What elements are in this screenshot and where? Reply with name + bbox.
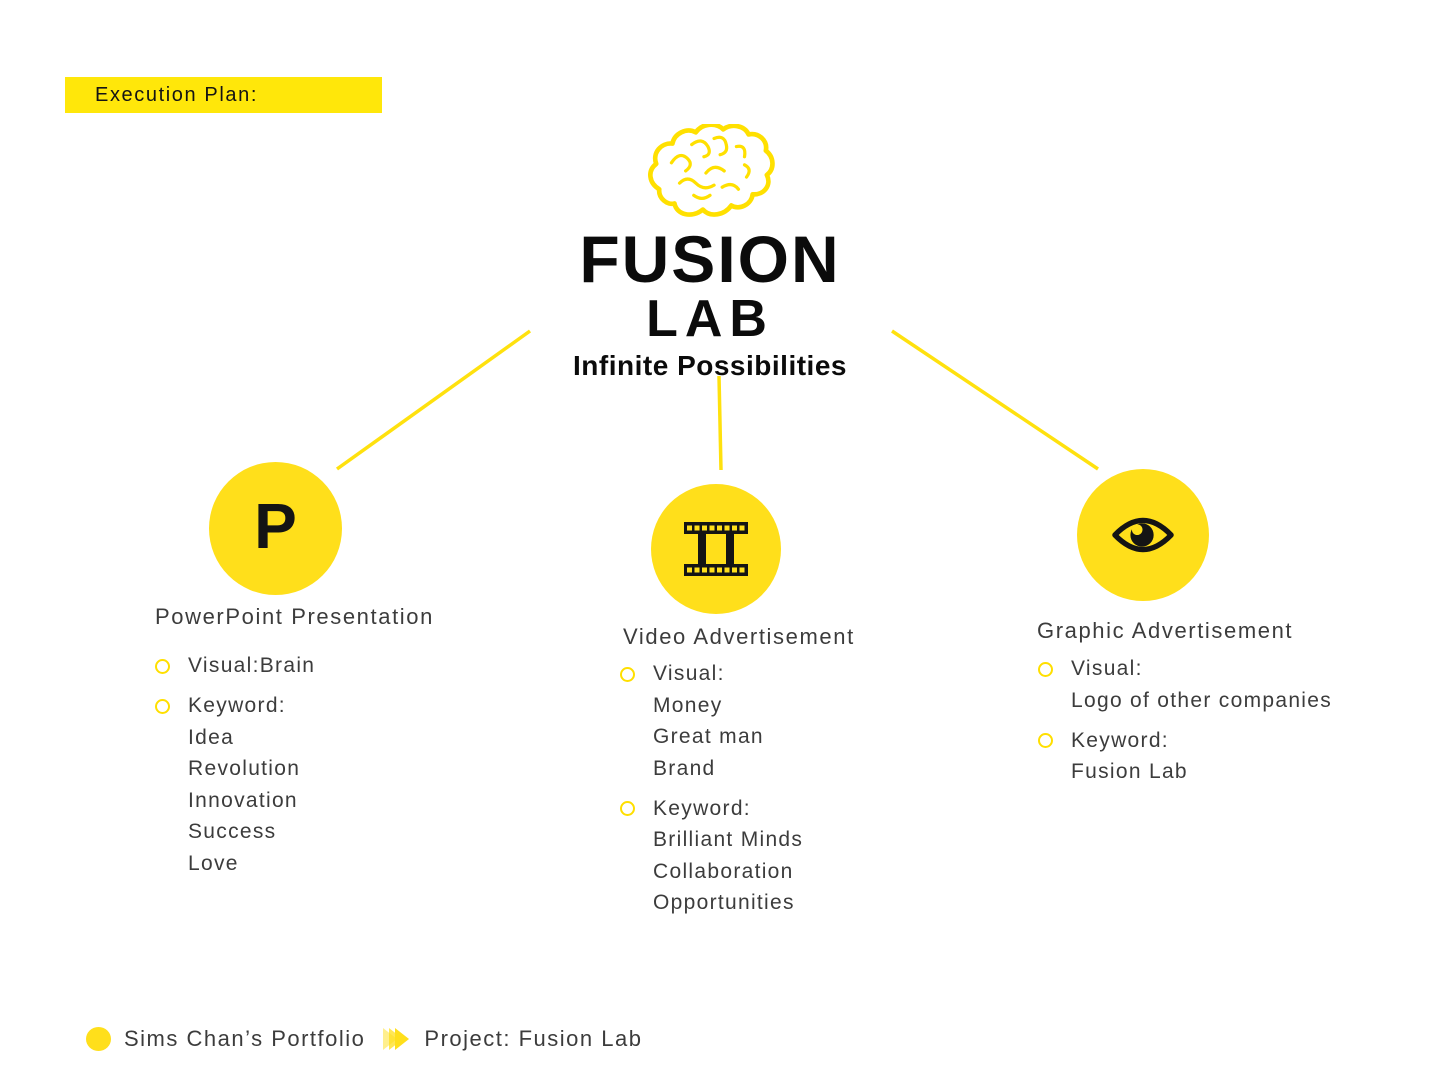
node-video <box>651 484 781 614</box>
ring-bullet-icon <box>1038 733 1053 748</box>
bullet-row: Keyword: <box>1038 725 1332 757</box>
brain-icon <box>648 124 775 217</box>
bullet-group: Keyword: Brilliant Minds Collaboration O… <box>620 793 803 920</box>
bullet-line: Opportunities <box>653 891 795 915</box>
fast-forward-arrow-icon <box>383 1028 410 1050</box>
execution-plan-banner: Execution Plan: <box>65 77 382 113</box>
brand-title: FUSION <box>579 222 841 296</box>
bullet-line: Love <box>188 851 239 875</box>
node-graphic <box>1077 469 1209 601</box>
branch-list-graphic: Visual: Logo of other companies Keyword:… <box>1038 653 1332 788</box>
bullet-line: Great man <box>653 725 764 749</box>
brand-lockup: FUSION LAB Infinite Possibilities <box>494 124 926 382</box>
ring-bullet-icon <box>620 801 635 816</box>
brand-subtitle: LAB <box>646 290 774 348</box>
bullet-line: Fusion Lab <box>1071 760 1188 784</box>
bullet-row: Visual: <box>1038 653 1332 685</box>
letter-p-icon: P <box>254 489 297 562</box>
bullet-line: Idea <box>188 725 235 749</box>
bullet-line: Revolution <box>188 757 301 781</box>
bullet-row: Visual: <box>620 658 803 690</box>
bullet-label: Keyword: <box>1071 728 1169 752</box>
bullet-group: Visual: Logo of other companies <box>1038 653 1332 717</box>
bullet-group: Visual: Money Great man Brand <box>620 658 803 785</box>
ring-bullet-icon <box>155 658 170 674</box>
node-powerpoint: P <box>209 462 342 595</box>
bullet-line: Innovation <box>188 788 298 812</box>
bullet-row: Keyword: <box>155 690 315 722</box>
bullet-label: Keyword: <box>188 694 286 717</box>
bullet-group: Visual:Brain <box>155 650 315 682</box>
ring-bullet-icon <box>620 666 635 682</box>
bullet-label: Visual: <box>1071 657 1143 680</box>
branch-title-graphic: Graphic Advertisement <box>1037 618 1294 643</box>
connector-middle <box>717 375 723 471</box>
execution-plan-label: Execution Plan: <box>95 83 258 106</box>
bullet-group: Keyword: Fusion Lab <box>1038 725 1332 789</box>
branch-list-video: Visual: Money Great man Brand Keyword: B… <box>620 658 803 919</box>
bullet-line: Brand <box>653 756 716 780</box>
branch-list-powerpoint: Visual:Brain Keyword: Idea Revolution In… <box>155 650 315 880</box>
bullet-label: Keyword: <box>653 796 751 820</box>
bullet-row: Keyword: <box>620 793 803 825</box>
bullet-row: Visual:Brain <box>155 650 315 682</box>
bullet-line: Collaboration <box>653 859 794 883</box>
film-strip-icon <box>684 522 748 576</box>
branch-title-powerpoint: PowerPoint Presentation <box>155 604 434 629</box>
ring-bullet-icon <box>1038 661 1053 677</box>
bullet-line: Success <box>188 820 277 844</box>
eye-icon <box>1112 517 1174 553</box>
bullet-line: Money <box>653 693 723 717</box>
bullet-label: Visual: <box>653 662 725 685</box>
bullet-group: Keyword: Idea Revolution Innovation Succ… <box>155 690 315 880</box>
footer: Sims Chan’s Portfolio Project: Fusion La… <box>86 1026 642 1052</box>
ring-bullet-icon <box>155 698 170 714</box>
bullet-line: Logo of other companies <box>1071 688 1333 712</box>
footer-project-label: Project: Fusion Lab <box>424 1026 643 1051</box>
brand-tagline: Infinite Possibilities <box>573 350 847 381</box>
footer-portfolio-label: Sims Chan’s Portfolio <box>124 1026 366 1051</box>
dot-icon <box>86 1027 111 1051</box>
branch-title-video: Video Advertisement <box>623 624 855 649</box>
bullet-label: Visual:Brain <box>188 654 316 677</box>
bullet-line: Brilliant Minds <box>653 828 804 852</box>
